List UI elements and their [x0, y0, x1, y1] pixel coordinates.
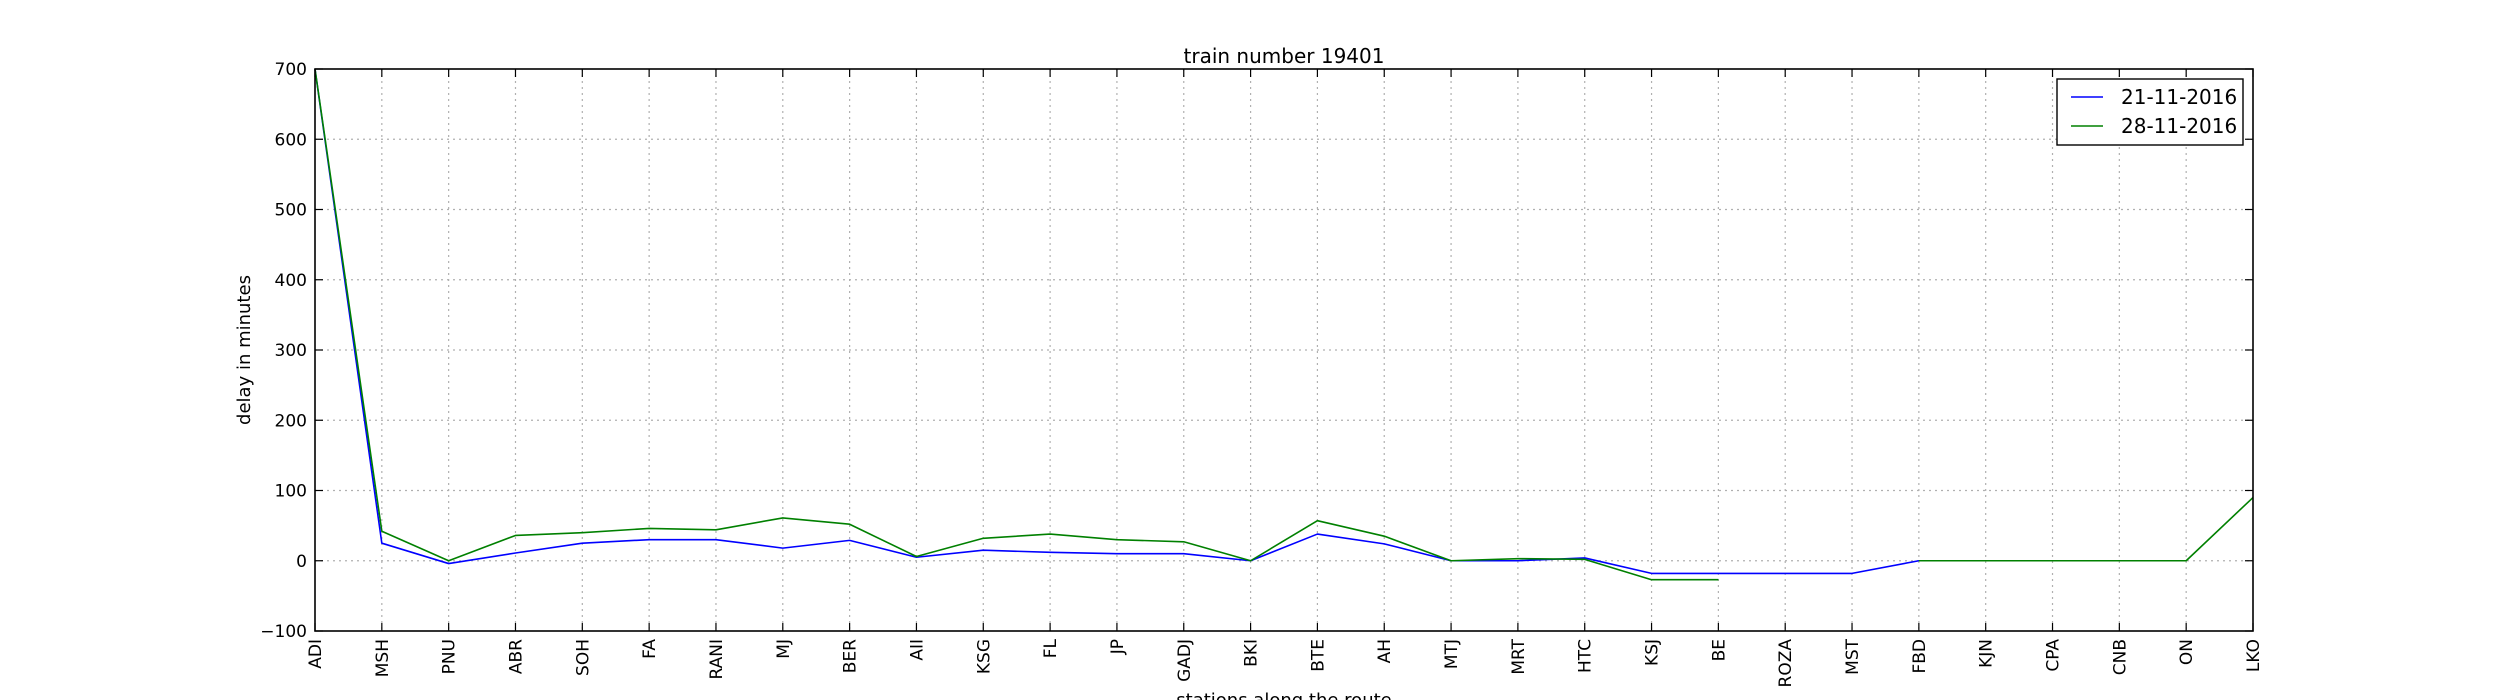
- x-tick-label: MTJ: [1442, 639, 1462, 669]
- x-tick-label: MJ: [774, 639, 794, 659]
- x-tick-label: BER: [841, 639, 861, 673]
- x-tick-label: MSH: [373, 639, 393, 677]
- x-tick-labels: ADI MSH PNU ABR SOH FA RANI MJ BER AII KSG FL JP GADJ…: [306, 638, 2264, 687]
- y-tick-label: −100: [260, 622, 307, 642]
- x-tick-label: CNB: [2110, 639, 2130, 675]
- x-tick-label: AII: [907, 639, 927, 661]
- x-axis-label: stations along the route: [1176, 690, 1391, 700]
- legend: 21-11-2016 28-11-2016: [2056, 78, 2244, 146]
- x-tick-label: KSG: [974, 639, 994, 674]
- y-tick-label: 100: [275, 482, 307, 502]
- x-tick-label: AH: [1375, 639, 1395, 663]
- y-tick-label: 200: [275, 411, 307, 431]
- x-tick-label: FL: [1041, 638, 1061, 658]
- x-tick-label: RANI: [707, 639, 727, 679]
- x-tick-label: ROZA: [1776, 639, 1796, 688]
- x-tick-label: ON: [2177, 639, 2197, 665]
- x-tick-label: MRT: [1509, 638, 1529, 674]
- x-tick-label: KJN: [1977, 639, 1997, 668]
- x-tick-label: GADJ: [1175, 639, 1195, 682]
- x-tick-label: BTE: [1308, 639, 1328, 672]
- y-tick-label: 0: [296, 552, 307, 572]
- y-tick-label: 300: [275, 341, 307, 361]
- x-tick-label: MST: [1843, 638, 1863, 674]
- x-tick-label: JP: [1108, 639, 1128, 655]
- legend-label-21-11-2016: 21-11-2016: [2121, 85, 2237, 109]
- x-tick-label: ADI: [306, 639, 326, 669]
- series-layer: [314, 68, 2254, 581]
- y-tick-label: 600: [275, 130, 307, 150]
- grid-layer: [315, 69, 2253, 631]
- y-tick-labels: −100 0 100 200 300 400 500 600 700: [260, 60, 307, 642]
- x-tick-label: ABR: [506, 639, 526, 674]
- series-line-28-11-2016: [314, 68, 2254, 581]
- x-tick-label: CPA: [2044, 639, 2064, 672]
- y-tick-label: 700: [275, 60, 307, 80]
- chart-title: train number 19401: [1184, 44, 1385, 68]
- y-axis-label: delay in minutes: [234, 275, 255, 425]
- x-tick-label: SOH: [573, 639, 593, 676]
- x-tick-label: PNU: [440, 639, 460, 674]
- x-tick-label: KSJ: [1643, 639, 1663, 666]
- x-tick-label: BE: [1709, 639, 1729, 661]
- x-tick-label: HTC: [1576, 639, 1596, 673]
- tick-layer: [314, 68, 2254, 632]
- y-tick-label: 400: [275, 271, 307, 291]
- x-tick-label: LKO: [2244, 639, 2264, 672]
- y-tick-label: 500: [275, 201, 307, 221]
- x-tick-label: BKI: [1242, 639, 1262, 667]
- legend-box: [2056, 78, 2244, 146]
- legend-label-28-11-2016: 28-11-2016: [2121, 114, 2237, 138]
- x-tick-label: FA: [640, 639, 660, 659]
- x-tick-label: FBD: [1910, 639, 1930, 674]
